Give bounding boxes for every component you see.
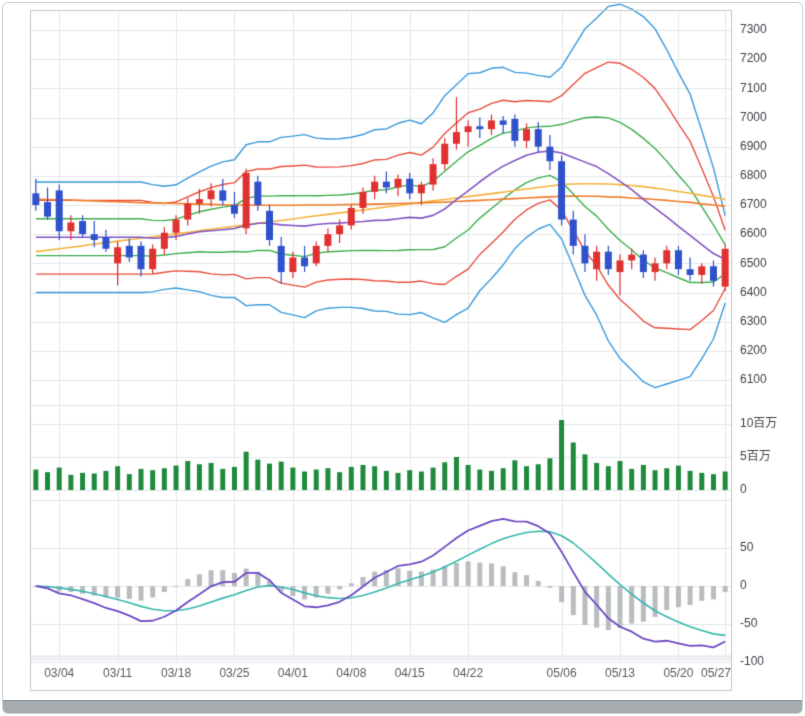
stock-chart-canvas[interactable]: [3, 3, 802, 700]
window-bottom-edge: [3, 700, 802, 713]
